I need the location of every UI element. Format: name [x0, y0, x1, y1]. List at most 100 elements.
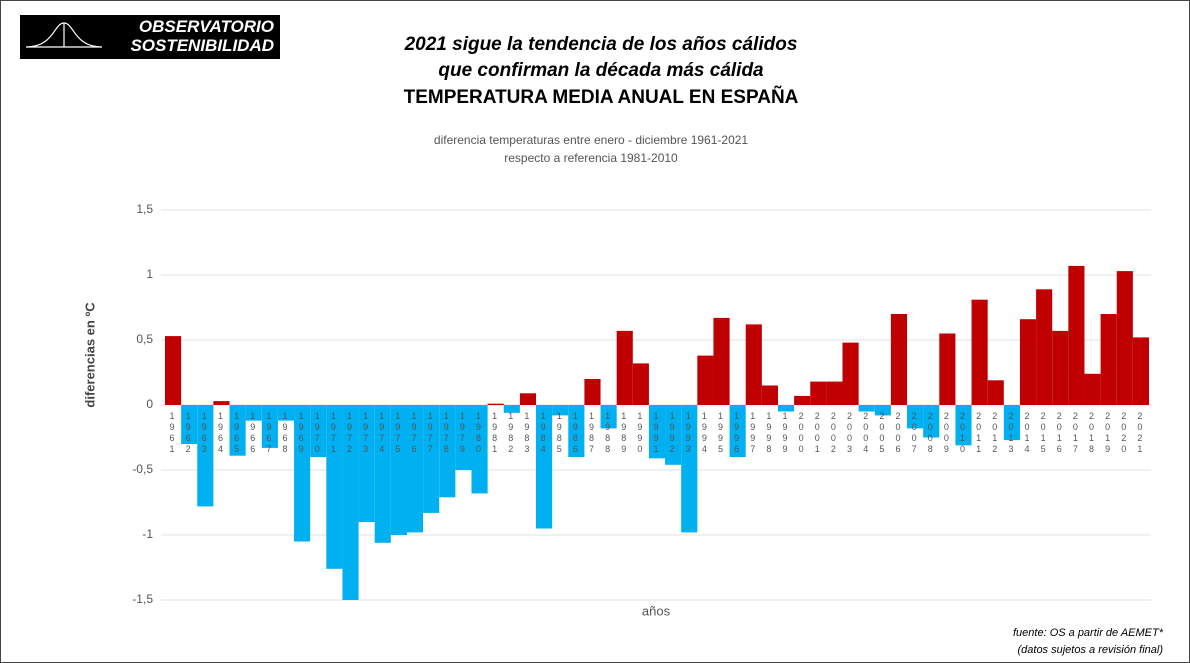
- bar: [423, 405, 440, 513]
- bar: [503, 405, 520, 413]
- x-axis-label: años: [642, 603, 671, 618]
- x-tick-label: 1994: [699, 411, 710, 455]
- y-tick-label: 0: [146, 397, 153, 411]
- logo: OBSERVATORIO SOSTENIBILIDAD: [20, 15, 280, 59]
- subtitle: respecto a referencia 1981-2010: [504, 151, 678, 165]
- x-tick-label: 1977: [425, 411, 436, 455]
- x-tick-label: 2010: [957, 411, 968, 455]
- bar: [632, 363, 649, 405]
- x-tick-label: 1990: [634, 411, 645, 455]
- bar: [1100, 314, 1117, 405]
- bar: [826, 381, 843, 405]
- bar: [326, 405, 343, 569]
- bar: [1132, 337, 1149, 405]
- bar: [874, 405, 891, 416]
- x-tick-label: 2016: [1054, 411, 1065, 455]
- bar: [390, 405, 407, 535]
- logo-line: SOSTENIBILIDAD: [130, 36, 274, 55]
- bar: [987, 380, 1004, 405]
- x-tick-label: 1965: [231, 411, 242, 455]
- bar: [777, 405, 795, 412]
- bar: [358, 405, 375, 522]
- bar: [842, 342, 859, 405]
- y-tick-label: -1: [142, 527, 153, 541]
- x-tick-label: 2013: [1005, 411, 1016, 455]
- x-tick-label: 2015: [1038, 411, 1049, 455]
- bar: [697, 355, 714, 405]
- x-tick-label: 1985: [554, 411, 565, 455]
- x-tick-label: 2006: [892, 411, 903, 455]
- x-tick-label: 2001: [812, 411, 823, 455]
- bar: [261, 405, 278, 448]
- bar: [197, 405, 214, 507]
- x-tick-label: 2021: [1134, 411, 1145, 455]
- x-tick-label: 2000: [796, 411, 807, 455]
- bar: [665, 405, 682, 465]
- x-tick-label: 1997: [747, 411, 758, 455]
- bar: [681, 405, 698, 533]
- x-tick-label: 1961: [167, 411, 178, 455]
- bar: [552, 405, 569, 416]
- x-tick-label: 1999: [780, 411, 791, 455]
- x-tick-label: 1987: [586, 411, 597, 455]
- y-tick-label: 1: [146, 267, 153, 281]
- x-tick-label: 2003: [844, 411, 855, 455]
- bar: [600, 405, 617, 429]
- bar: [584, 379, 601, 405]
- x-tick-label: 1979: [457, 411, 468, 455]
- x-tick-label: 1996: [731, 411, 742, 455]
- x-tick-label: 2019: [1102, 411, 1113, 455]
- logo-line: OBSERVATORIO: [138, 17, 274, 36]
- bar: [745, 324, 762, 405]
- x-tick-label: 1984: [538, 411, 549, 455]
- x-tick-label: 2011: [973, 411, 984, 455]
- bar: [568, 405, 585, 457]
- x-tick-label: 1988: [602, 411, 613, 455]
- bar: [374, 405, 391, 543]
- x-tick-label: 1998: [763, 411, 774, 455]
- bar: [455, 405, 472, 470]
- y-axis-label: diferencias en ºC: [82, 302, 97, 408]
- bar: [342, 405, 359, 600]
- y-tick-label: 1,5: [136, 202, 153, 216]
- x-tick-label: 1995: [715, 411, 726, 455]
- x-tick-label: 1976: [409, 411, 420, 455]
- x-tick-label: 2008: [925, 411, 936, 455]
- x-tick-label: 2020: [1118, 411, 1129, 455]
- y-tick-label: -1,5: [132, 592, 153, 606]
- bar: [955, 405, 972, 446]
- x-tick-label: 1973: [360, 411, 371, 455]
- bar: [1003, 405, 1020, 441]
- y-tick-label: -0,5: [132, 462, 153, 476]
- bar: [890, 314, 908, 405]
- x-tick-label: 2017: [1070, 411, 1081, 455]
- x-tick-label: 1992: [667, 411, 678, 455]
- x-tick-label: 1969: [296, 411, 307, 455]
- bar: [810, 381, 827, 405]
- bar: [229, 405, 246, 456]
- x-tick-label: 1989: [618, 411, 629, 455]
- x-tick-label: 1972: [344, 411, 355, 455]
- x-tick-label: 2002: [828, 411, 839, 455]
- bar: [406, 405, 424, 533]
- bar: [165, 336, 182, 405]
- bar: [181, 405, 198, 444]
- x-tick-label: 1964: [215, 411, 226, 455]
- x-tick-label: 1982: [505, 411, 516, 455]
- bar: [1036, 289, 1053, 405]
- x-tick-label: 2005: [876, 411, 887, 455]
- x-tick-label: 1991: [651, 411, 661, 455]
- bar: [907, 405, 924, 429]
- bar: [1084, 373, 1101, 405]
- bar: [471, 405, 488, 494]
- x-tick-label: 1967: [263, 411, 274, 455]
- bar: [648, 405, 666, 459]
- bar: [487, 403, 504, 405]
- x-tick-label: 2009: [941, 411, 952, 455]
- bar: [923, 405, 940, 438]
- x-tick-label: 1971: [328, 411, 339, 455]
- bar: [310, 405, 327, 457]
- logo-curve: [25, 22, 103, 48]
- bar: [213, 401, 230, 405]
- x-tick-label: 1983: [521, 411, 532, 455]
